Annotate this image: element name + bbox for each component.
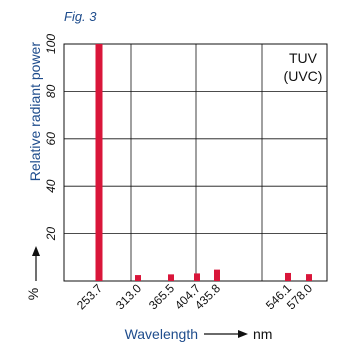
y-axis-arrow: [32, 246, 40, 281]
y-axis-ticks: 20 40 60 80 100: [44, 34, 58, 242]
chart-bars: [95, 44, 312, 281]
y-tick-label: 20: [44, 227, 58, 242]
annotation-line-1: TUV: [289, 50, 318, 66]
bar-435-8: [214, 269, 220, 281]
y-tick-label: 100: [44, 34, 58, 54]
annotation-line-2: (UVC): [284, 68, 323, 84]
y-tick-label: 80: [44, 84, 58, 98]
bar-404-7: [194, 273, 200, 281]
x-tick-label: 253.7: [74, 281, 105, 312]
chart-grid: [63, 43, 328, 282]
bar-546-1: [285, 272, 291, 281]
x-axis-unit: nm: [253, 326, 272, 342]
y-tick-label: 60: [44, 132, 58, 146]
x-axis-arrow: [204, 330, 248, 338]
bar-253-7: [95, 44, 103, 281]
figure-label: Fig. 3: [64, 9, 97, 24]
y-tick-label: 40: [44, 179, 58, 193]
y-axis-unit: %: [25, 288, 41, 300]
x-axis-label: Wavelength: [125, 326, 198, 342]
bar-313-0: [135, 275, 141, 281]
bar-365-5: [168, 274, 174, 281]
y-axis-label: Relative radiant power: [27, 42, 43, 182]
x-tick-label: 313.0: [113, 281, 144, 312]
bar-578-0: [306, 274, 312, 281]
x-tick-label: 365.5: [146, 281, 177, 312]
